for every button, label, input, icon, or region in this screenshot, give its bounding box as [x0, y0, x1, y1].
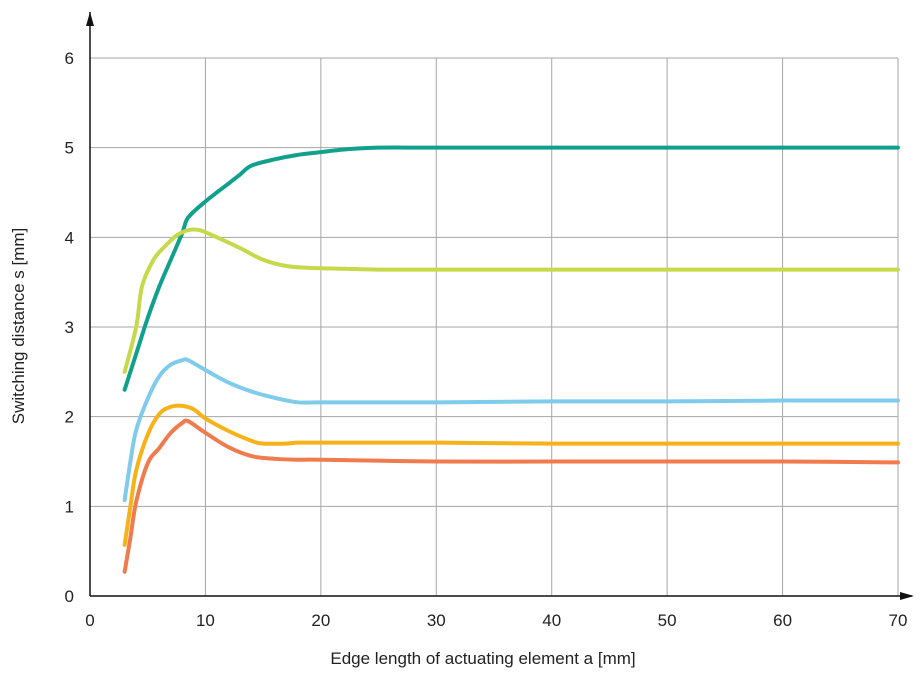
axis-layer	[86, 12, 914, 600]
x-tick-label-0: 0	[85, 611, 94, 630]
x-tick-label-60: 60	[773, 611, 792, 630]
x-tick-label-20: 20	[311, 611, 330, 630]
x-tick-label-40: 40	[542, 611, 561, 630]
y-tick-label-4: 4	[65, 228, 74, 247]
x-tick-label-50: 50	[658, 611, 677, 630]
y-tick-label-1: 1	[65, 497, 74, 516]
y-tick-label-6: 6	[65, 49, 74, 68]
x-tick-label-10: 10	[196, 611, 215, 630]
series-line-4	[122, 403, 900, 547]
x-axis-arrowhead	[900, 592, 914, 600]
x-axis-title: Edge length of actuating element a [mm]	[330, 649, 635, 668]
y-tick-label-2: 2	[65, 408, 74, 427]
x-tick-label-70: 70	[889, 611, 908, 630]
y-tick-label-3: 3	[65, 318, 74, 337]
y-axis-title: Switching distance s [mm]	[9, 228, 28, 425]
grid-layer	[90, 57, 899, 596]
series-line-2	[122, 227, 900, 374]
y-axis-arrowhead	[86, 12, 94, 26]
label-layer: Edge length of actuating element a [mm] …	[9, 49, 907, 668]
series-line-1	[122, 145, 900, 392]
series-layer	[122, 145, 900, 574]
y-tick-label-5: 5	[65, 139, 74, 158]
series-line-5	[122, 418, 900, 574]
y-tick-label-0: 0	[65, 587, 74, 606]
series-line-3	[122, 357, 900, 503]
x-tick-label-30: 30	[427, 611, 446, 630]
